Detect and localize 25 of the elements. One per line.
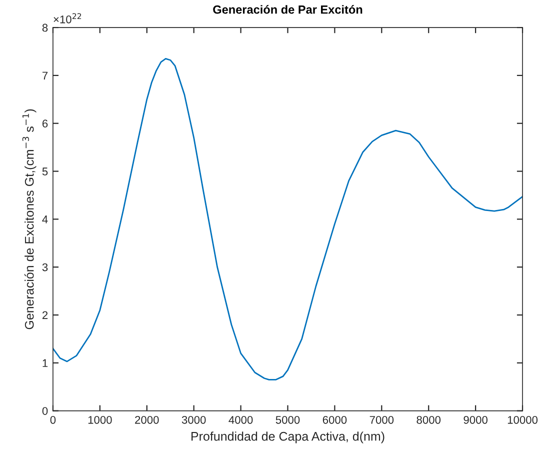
- x-tick-label: 5000: [276, 416, 300, 424]
- x-tick-label: 8000: [416, 416, 441, 424]
- y-tick-label: 8: [42, 24, 48, 32]
- y-tick-label: 4: [42, 216, 48, 224]
- y-tick-label: 2: [42, 311, 48, 320]
- x-tick-label: 9000: [464, 416, 488, 424]
- line-series: [52, 58, 523, 380]
- y-axis-title: Generación de Excitones Gt,(cm$^{−3}$ s$^{−1}$): [22, 109, 36, 330]
- x-tick-label: 6000: [322, 416, 347, 424]
- x-tick-label: 2000: [135, 416, 159, 424]
- x-tick-label: 4000: [228, 416, 253, 424]
- y-tick-label: 3: [42, 263, 48, 272]
- y-tick-label: 1: [42, 359, 48, 367]
- y-tick-label: 7: [42, 72, 48, 80]
- x-tick-label: 10000: [508, 416, 538, 424]
- y-tick-label: 6: [42, 120, 48, 128]
- text: ×10$^{22}$: [54, 13, 82, 24]
- x-tick-label: 7000: [370, 416, 394, 424]
- chart-title: Generación de Par Excitón: [213, 4, 362, 14]
- y-tick-label: 5: [42, 168, 48, 176]
- x-tick-label: 3000: [182, 416, 206, 424]
- x-tick-label: 0: [50, 416, 56, 424]
- y-tick-label: 0: [42, 407, 48, 415]
- x-tick-label: 1000: [88, 416, 112, 424]
- x-axis-title: Profundidad de Capa Activa, d(nm): [191, 432, 384, 444]
